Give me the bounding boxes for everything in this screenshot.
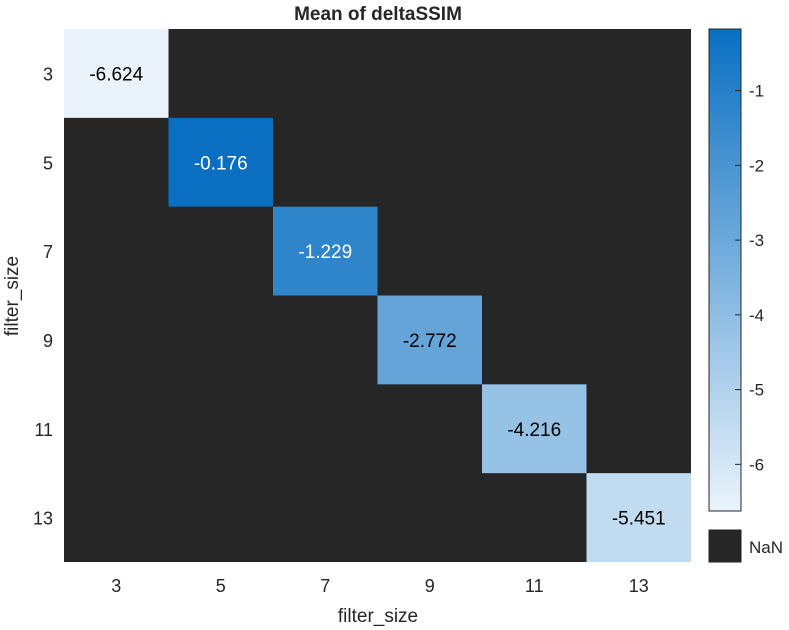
nan-legend-label: NaN — [749, 538, 783, 557]
x-tick-label: 5 — [216, 576, 226, 596]
y-tick-label: 9 — [43, 331, 53, 351]
colorbar-tick-label: -4 — [749, 306, 764, 325]
colorbar-tick-label: -2 — [749, 156, 764, 175]
heatmap-plot-area: -6.624 -0.176 -1.229 -2.772 -4.216 -5.451 — [64, 29, 691, 562]
cell-value-label: -6.624 — [89, 64, 143, 85]
x-tick-label: 9 — [425, 576, 435, 596]
x-tick-label: 3 — [111, 576, 121, 596]
y-tick-label: 11 — [34, 420, 53, 440]
cell-value-label: -0.176 — [194, 153, 248, 174]
colorbar-tick-label: -6 — [749, 455, 764, 474]
y-tick-label: 3 — [43, 64, 53, 84]
nan-legend: NaN — [708, 529, 783, 563]
y-axis-ticks: 3 5 7 9 11 13 — [33, 64, 53, 528]
x-axis-label: filter_size — [338, 606, 418, 627]
colorbar-tick-label: -5 — [749, 381, 764, 400]
y-tick-label: 5 — [43, 153, 53, 173]
colorbar-tick-label: -1 — [749, 82, 764, 101]
cell-value-label: -4.216 — [507, 420, 561, 441]
colorbar: -1 -2 -3 -4 -5 -6 — [708, 28, 764, 512]
colorbar-tick-label: -3 — [749, 231, 764, 250]
y-tick-label: 13 — [33, 509, 53, 529]
colorbar-gradient — [708, 28, 742, 512]
chart-title: Mean of deltaSSIM — [294, 4, 462, 25]
x-tick-label: 11 — [525, 576, 544, 596]
x-tick-label: 13 — [629, 576, 649, 596]
heatmap-cell — [273, 206, 378, 296]
heatmap-cell — [168, 117, 273, 207]
y-tick-label: 7 — [43, 242, 53, 262]
cell-value-label: -1.229 — [298, 242, 352, 263]
heatmap-cell — [586, 473, 691, 562]
y-axis-label: filter_size — [2, 256, 23, 336]
x-axis-ticks: 3 5 7 9 11 13 — [111, 576, 649, 596]
nan-legend-swatch — [708, 529, 742, 563]
cell-value-label: -5.451 — [612, 509, 666, 530]
x-tick-label: 7 — [320, 576, 330, 596]
heatmap-cell — [64, 29, 169, 118]
heatmap-cell — [377, 295, 482, 385]
heatmap-cell — [482, 384, 587, 474]
cell-value-label: -2.772 — [403, 331, 457, 352]
